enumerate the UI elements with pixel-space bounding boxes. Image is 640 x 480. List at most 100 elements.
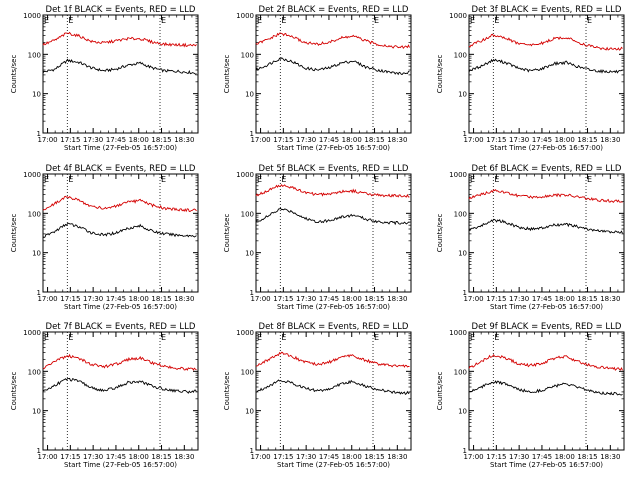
y-tick-label: 1000 xyxy=(23,171,41,179)
y-tick-label: 10 xyxy=(32,408,41,416)
event-marker-label: E xyxy=(68,333,73,342)
y-axis-label: Counts/sec xyxy=(436,214,444,253)
chart-panel-8: Det 8f BLACK = Events, RED = LLD 1 10 100 10… xyxy=(223,322,412,469)
x-tick-label: 17:30 xyxy=(296,453,316,461)
x-tick-label: 17:00 xyxy=(37,295,57,303)
y-tick-label: 10 xyxy=(245,250,254,258)
x-tick-label: 18:00 xyxy=(129,136,149,144)
y-tick-label: 100 xyxy=(241,210,254,218)
x-tick-label: 17:45 xyxy=(106,136,126,144)
x-tick-label: 17:45 xyxy=(532,295,552,303)
x-tick-label: 17:00 xyxy=(463,295,483,303)
x-tick-label: 17:30 xyxy=(83,295,103,303)
plot-frame xyxy=(255,173,412,293)
x-tick-label: 17:30 xyxy=(296,295,316,303)
event-marker-label: E xyxy=(281,16,286,25)
event-marker-label-left: E xyxy=(44,333,49,342)
chart-title: Det 9f BLACK = Events, RED = LLD xyxy=(472,322,622,332)
x-tick-label: 17:00 xyxy=(463,453,483,461)
event-marker-label: E xyxy=(494,333,499,342)
y-tick-label: 100 xyxy=(241,51,254,59)
y-axis-label: Counts/sec xyxy=(436,55,444,94)
event-marker-label: E xyxy=(68,16,73,25)
series-line-events xyxy=(255,207,410,226)
x-tick-label: 17:30 xyxy=(83,453,103,461)
x-tick-label: 17:45 xyxy=(106,453,126,461)
x-tick-label: 18:15 xyxy=(151,136,171,144)
series-line-events xyxy=(255,57,410,76)
x-tick-label: 17:15 xyxy=(486,295,506,303)
x-tick-label: 17:00 xyxy=(37,453,57,461)
series-line-events xyxy=(468,380,623,396)
x-axis-label: Start Time (27-Feb-05 16:57:00) xyxy=(490,144,603,152)
series-line-lld xyxy=(255,32,410,50)
x-tick-label: 17:30 xyxy=(296,136,316,144)
y-tick-label: 100 xyxy=(28,210,41,218)
y-tick-label: 10 xyxy=(245,408,254,416)
x-tick-label: 18:30 xyxy=(600,295,620,303)
x-axis-label: Start Time (27-Feb-05 16:57:00) xyxy=(64,461,177,469)
x-tick-label: 17:15 xyxy=(486,136,506,144)
x-tick-label: 18:00 xyxy=(129,295,149,303)
y-axis-label: Counts/sec xyxy=(223,214,231,253)
plot-frame xyxy=(42,173,199,293)
y-axis-label: Counts/sec xyxy=(223,372,231,411)
x-tick-label: 18:00 xyxy=(129,453,149,461)
event-marker-label: E xyxy=(587,16,592,25)
x-tick-label: 17:45 xyxy=(106,295,126,303)
x-tick-label: 18:30 xyxy=(387,295,407,303)
event-marker-label: E xyxy=(161,175,166,184)
chart-title: Det 5f BLACK = Events, RED = LLD xyxy=(259,164,409,174)
y-tick-label: 1000 xyxy=(449,12,467,20)
chart-panel-3: Det 3f BLACK = Events, RED = LLD 1 10 100 10… xyxy=(436,5,625,152)
y-tick-label: 1000 xyxy=(23,329,41,337)
x-tick-label: 17:15 xyxy=(60,453,80,461)
y-tick-label: 1 xyxy=(37,130,41,138)
event-marker-label: E xyxy=(374,333,379,342)
x-tick-label: 18:15 xyxy=(577,136,597,144)
x-tick-label: 18:00 xyxy=(555,453,575,461)
x-tick-label: 17:45 xyxy=(319,453,339,461)
x-tick-label: 18:00 xyxy=(342,136,362,144)
y-tick-label: 100 xyxy=(454,210,467,218)
x-tick-label: 17:15 xyxy=(60,136,80,144)
event-marker-label-left: E xyxy=(44,16,49,25)
y-tick-label: 10 xyxy=(32,250,41,258)
x-tick-label: 18:15 xyxy=(151,453,171,461)
y-tick-label: 1 xyxy=(463,447,467,455)
series-line-events xyxy=(255,379,410,395)
x-tick-label: 17:15 xyxy=(486,453,506,461)
x-tick-label: 17:45 xyxy=(532,453,552,461)
x-tick-label: 18:15 xyxy=(364,295,384,303)
event-marker-label-left: E xyxy=(470,175,475,184)
x-tick-label: 17:45 xyxy=(319,295,339,303)
series-line-lld xyxy=(42,195,197,213)
y-tick-label: 100 xyxy=(454,368,467,376)
y-axis-label: Counts/sec xyxy=(10,55,18,94)
x-tick-label: 18:30 xyxy=(174,295,194,303)
x-tick-label: 18:30 xyxy=(600,453,620,461)
series-line-lld xyxy=(468,33,623,51)
y-tick-label: 100 xyxy=(28,51,41,59)
chart-title: Det 4f BLACK = Events, RED = LLD xyxy=(46,164,196,174)
x-tick-label: 17:45 xyxy=(532,136,552,144)
x-tick-label: 18:15 xyxy=(364,453,384,461)
x-tick-label: 17:15 xyxy=(273,295,293,303)
x-tick-label: 18:00 xyxy=(342,453,362,461)
series-line-lld xyxy=(468,353,623,371)
chart-panel-6: Det 6f BLACK = Events, RED = LLD 1 10 100 10… xyxy=(436,164,625,311)
y-tick-label: 10 xyxy=(32,91,41,99)
x-tick-label: 17:00 xyxy=(250,453,270,461)
plot-frame xyxy=(468,331,625,451)
plot-frame xyxy=(468,173,625,293)
event-marker-label: E xyxy=(161,16,166,25)
y-tick-label: 1000 xyxy=(449,329,467,337)
y-tick-label: 1 xyxy=(250,289,254,297)
y-tick-label: 100 xyxy=(28,368,41,376)
event-marker-label: E xyxy=(494,16,499,25)
chart-title: Det 6f BLACK = Events, RED = LLD xyxy=(472,164,622,174)
chart-panel-2: Det 2f BLACK = Events, RED = LLD 1 10 100 10… xyxy=(223,5,412,152)
y-tick-label: 100 xyxy=(454,51,467,59)
y-tick-label: 1000 xyxy=(236,12,254,20)
